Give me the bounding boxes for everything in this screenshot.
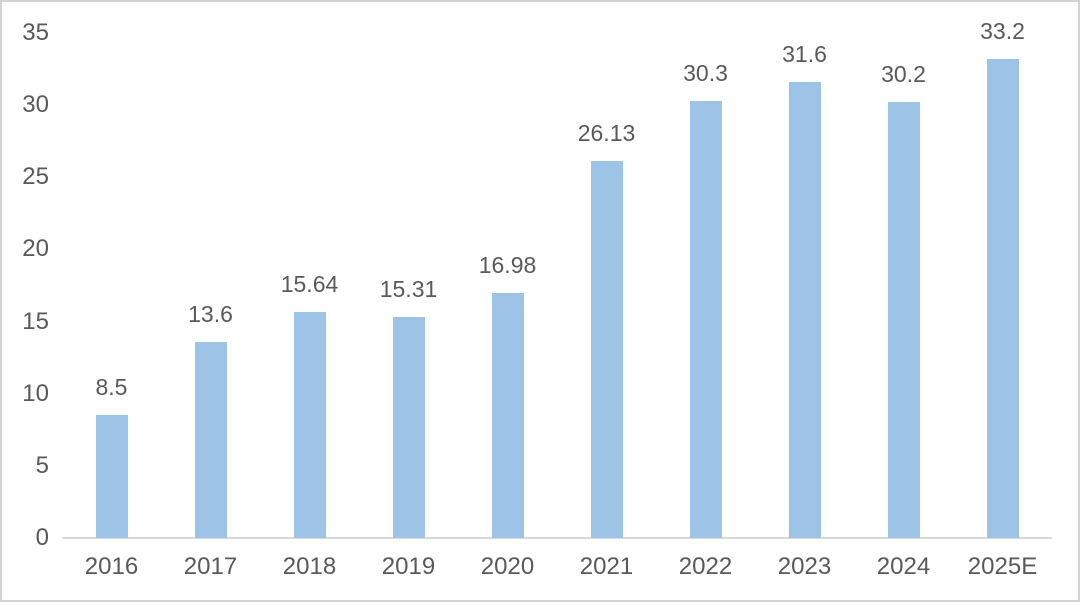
data-label-2024: 30.2 [881, 61, 926, 88]
data-label-2021: 26.13 [577, 119, 636, 146]
x-axis-tick-label-2017: 2017 [183, 553, 238, 580]
x-axis-tick-label-2018: 2018 [282, 553, 337, 580]
y-axis-tick-label: 5 [35, 451, 49, 479]
x-axis-tick-label-2019: 2019 [381, 553, 436, 580]
y-axis-tick-label: 20 [22, 235, 49, 263]
x-axis-tick-label-2025E: 2025E [967, 553, 1038, 580]
data-label-2022: 30.3 [683, 59, 728, 86]
bar-2023 [788, 82, 821, 538]
data-label-2023: 31.6 [782, 41, 827, 68]
y-axis-tick-label: 0 [35, 524, 49, 551]
data-label-2020: 16.98 [478, 252, 537, 278]
bar-2016 [95, 415, 128, 538]
bar-2022 [689, 100, 722, 538]
data-label-2016: 8.5 [95, 374, 128, 401]
bar-2017 [194, 341, 227, 538]
bar-2019 [392, 317, 425, 538]
y-axis-tick-label: 30 [22, 91, 49, 119]
x-axis-tick-label-2022: 2022 [678, 553, 733, 580]
x-axis-tick-label-2024: 2024 [876, 553, 931, 580]
x-axis-line [62, 537, 1052, 539]
bar-2024 [887, 102, 920, 538]
bar-2021 [590, 160, 623, 538]
bar-2018 [293, 312, 326, 538]
x-axis-tick-label-2020: 2020 [480, 553, 535, 580]
x-axis-tick-label-2021: 2021 [579, 553, 634, 580]
data-label-2017: 13.6 [188, 300, 233, 327]
data-label-2025E: 33.2 [980, 17, 1025, 44]
y-axis-tick-label: 35 [22, 19, 49, 46]
data-label-2018: 15.64 [280, 271, 339, 298]
bar-2020 [491, 293, 524, 538]
data-label-2019: 15.31 [379, 276, 438, 303]
y-axis-tick-label: 25 [22, 163, 49, 191]
bar-2025E [986, 58, 1019, 538]
x-axis-tick-label-2016: 2016 [84, 553, 139, 580]
y-axis-tick-label: 15 [22, 307, 49, 335]
x-axis-tick-label-2023: 2023 [777, 553, 832, 580]
y-axis-tick-label: 10 [22, 379, 49, 407]
